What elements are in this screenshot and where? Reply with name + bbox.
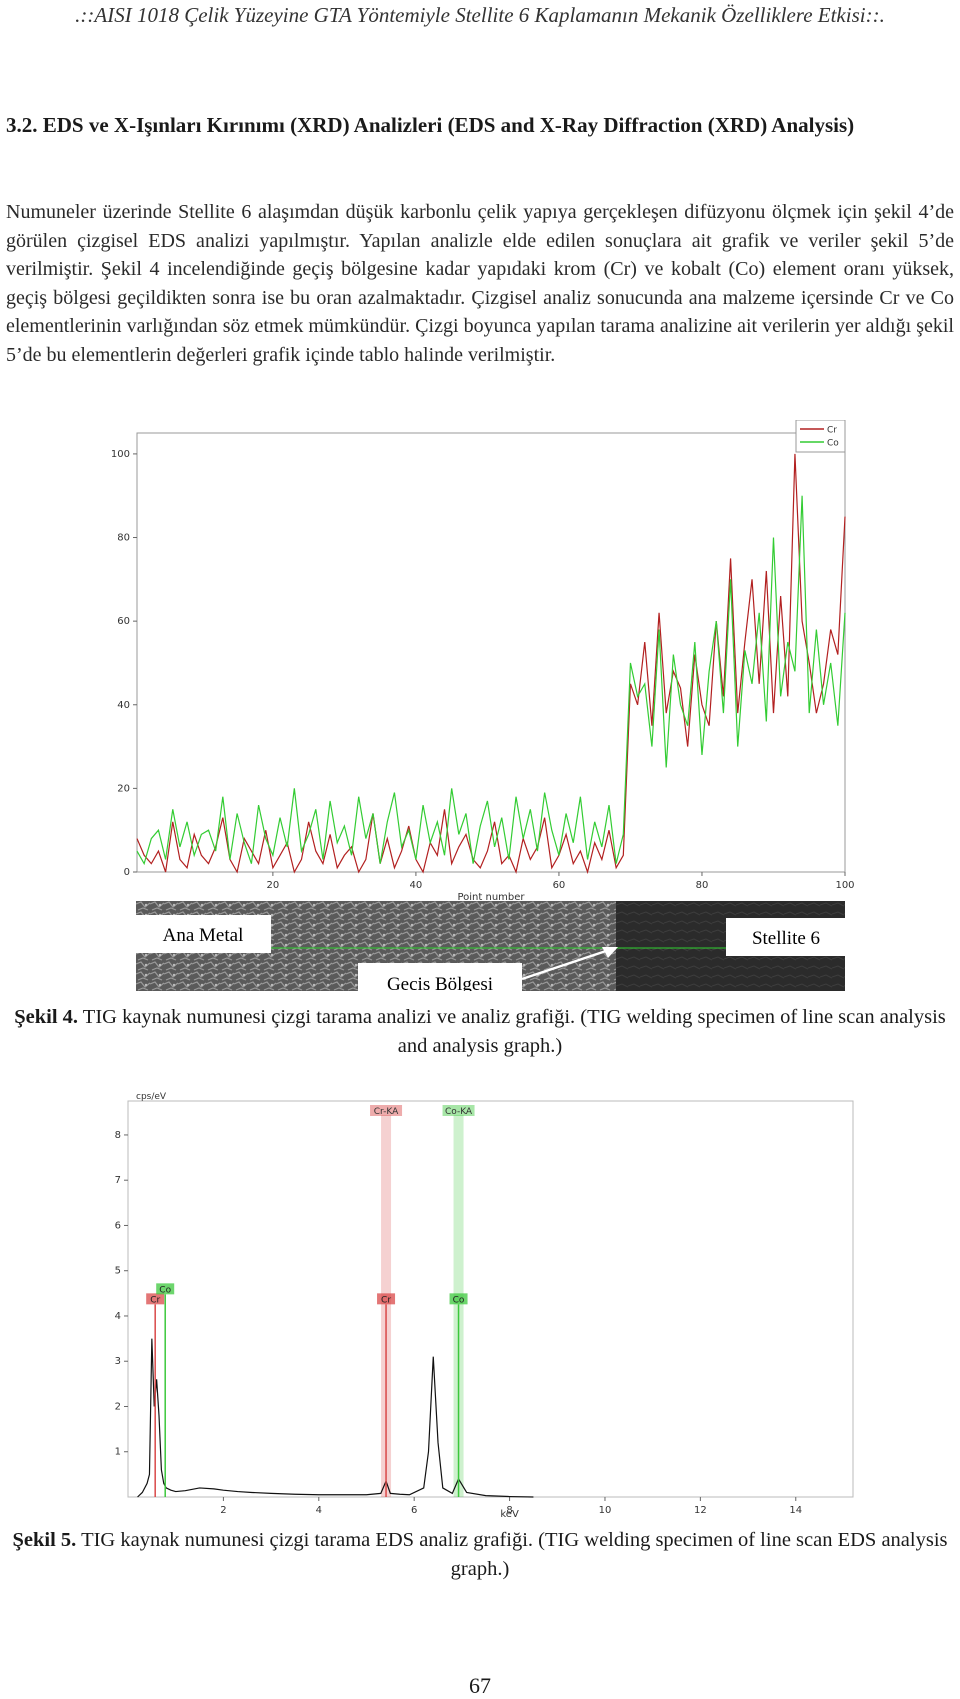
micrograph-label: Ana Metal xyxy=(163,925,244,946)
x-tick-label: 12 xyxy=(694,1505,707,1516)
x-axis-label: keV xyxy=(500,1509,519,1520)
plot-area xyxy=(136,432,846,873)
section-title: EDS ve X-Işınları Kırınımı (XRD) Analizl… xyxy=(42,113,855,137)
x-tick-label: 2 xyxy=(220,1505,226,1516)
data-line xyxy=(137,1338,534,1498)
body-paragraph: Numuneler üzerinde Stellite 6 alaşımdan … xyxy=(6,201,954,366)
legend-label: Cr xyxy=(827,426,837,436)
element-tag-label: Cr xyxy=(150,1295,160,1305)
label-box xyxy=(358,963,522,991)
y-tick-label: 100 xyxy=(111,449,130,460)
y-tick-label: 6 xyxy=(115,1220,121,1231)
caption-label: Şekil 4. xyxy=(14,1006,79,1028)
element-tag-label: Cr xyxy=(381,1295,391,1305)
legend-box xyxy=(795,420,846,453)
x-tick-label: 80 xyxy=(696,880,709,891)
figure-caption: Şekil 5. TIG kaynak numunesi çizgi taram… xyxy=(6,1526,954,1584)
x-tick-label: 40 xyxy=(410,880,423,891)
label-box xyxy=(726,918,845,956)
label-box xyxy=(136,915,271,953)
caption-label: Şekil 5. xyxy=(12,1529,77,1551)
arrow-head xyxy=(602,947,618,958)
y-tick-label: 5 xyxy=(115,1266,121,1277)
page-number: 67 xyxy=(469,1673,491,1698)
section-heading: 3.2. EDS ve X-Işınları Kırınımı (XRD) An… xyxy=(6,110,954,140)
arrow xyxy=(521,949,607,981)
y-tick-label: 4 xyxy=(115,1311,121,1322)
band-label-box xyxy=(442,1105,475,1116)
y-tick-label: 20 xyxy=(117,783,130,794)
micrograph-label: Stellite 6 xyxy=(752,928,820,949)
y-tick-label: 3 xyxy=(115,1356,121,1367)
band-label-box xyxy=(370,1105,403,1116)
y-axis-label: cps/eV xyxy=(136,1092,167,1102)
x-tick-label: 60 xyxy=(553,880,566,891)
x-tick-label: 100 xyxy=(835,880,854,891)
x-tick-label: 20 xyxy=(267,880,280,891)
element-tag-label: Co xyxy=(453,1295,465,1305)
element-tag xyxy=(156,1283,175,1295)
y-tick-label: 40 xyxy=(117,700,130,711)
x-tick-label: 14 xyxy=(789,1505,802,1516)
y-tick-label: 0 xyxy=(124,867,130,878)
band-label: Co-KA xyxy=(445,1107,473,1117)
x-tick-label: 6 xyxy=(411,1505,417,1516)
y-tick-label: 60 xyxy=(117,616,130,627)
y-tick-label: 1 xyxy=(115,1447,121,1458)
line-chart: 0 20 40 60 80 100 20 40 60 80 100 Point number Cr Co xyxy=(111,420,855,900)
x-tick-label: 10 xyxy=(599,1505,612,1516)
y-tick-label: 80 xyxy=(117,533,130,544)
element-tag xyxy=(377,1293,396,1305)
section-number: 3.2. xyxy=(6,113,38,137)
element-tag xyxy=(146,1293,165,1305)
caption-text: TIG kaynak numunesi çizgi tarama EDS ana… xyxy=(81,1529,948,1580)
y-tick-label: 2 xyxy=(115,1401,121,1412)
element-tag xyxy=(449,1293,468,1305)
caption-text: TIG kaynak numunesi çizgi tarama analizi… xyxy=(82,1006,946,1057)
plot-area xyxy=(127,1100,854,1498)
legend-label: Co xyxy=(827,439,839,449)
y-tick-label: 8 xyxy=(115,1130,121,1141)
x-axis-label: Point number xyxy=(457,892,525,900)
element-tag-label: Co xyxy=(159,1285,171,1295)
micrograph-label: Gecis Bölgesi xyxy=(387,974,493,991)
data-line xyxy=(136,453,846,875)
x-tick-label: 4 xyxy=(316,1505,322,1516)
figure-caption: Şekil 4. TIG kaynak numunesi çizgi taram… xyxy=(6,1003,954,1061)
band-label: Cr-KA xyxy=(374,1107,399,1117)
micrograph: Ana Metal Stellite 6 Gecis Bölgesi xyxy=(136,901,845,991)
x-tick-label: 8 xyxy=(506,1505,512,1516)
running-header: .::AISI 1018 Çelik Yüzeyine GTA Yöntemiy… xyxy=(75,3,885,27)
data-line xyxy=(136,495,846,866)
y-tick-label: 7 xyxy=(115,1175,121,1186)
